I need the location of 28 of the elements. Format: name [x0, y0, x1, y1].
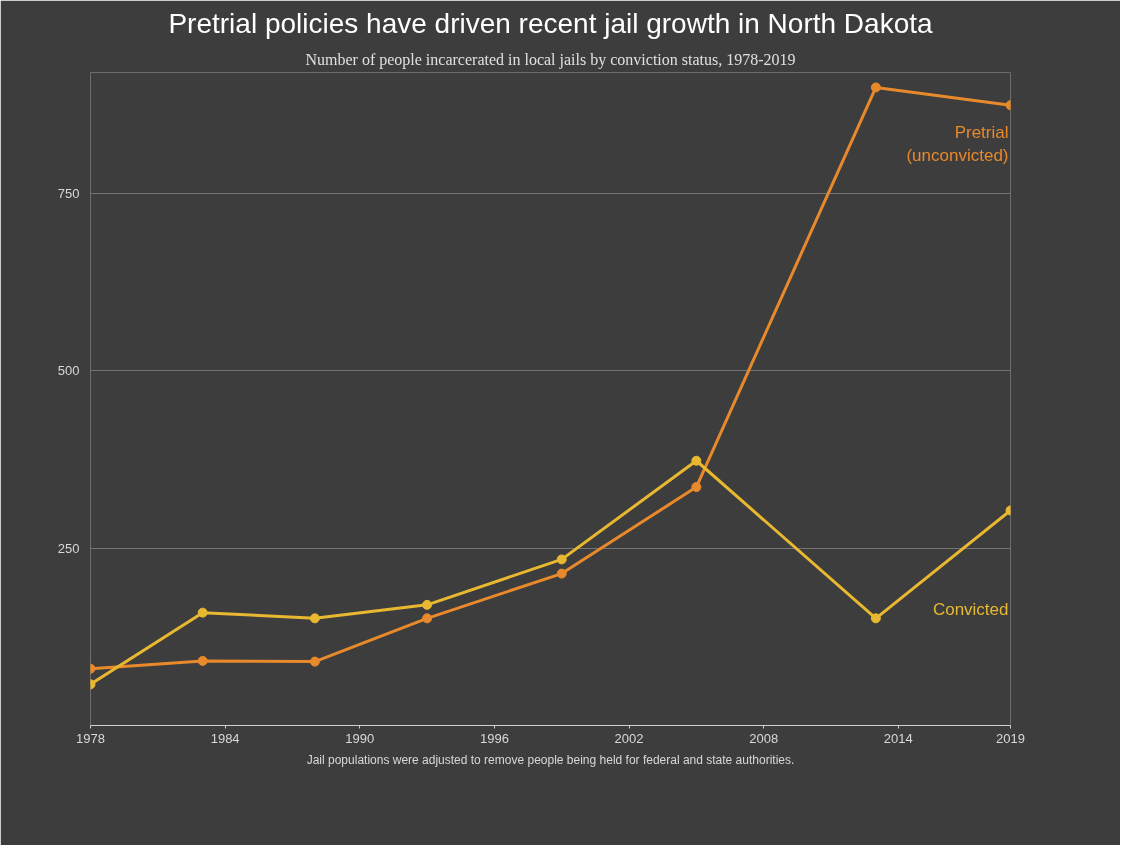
point: [870, 82, 881, 93]
x-tick-label: 1990: [345, 730, 375, 746]
x-tick-label: 2002: [614, 730, 644, 746]
point: [556, 568, 567, 579]
point: [422, 613, 433, 624]
point: [691, 482, 702, 492]
series-label: Pretrial (unconvicted): [906, 123, 1009, 165]
point: [197, 607, 208, 618]
y-tick-label: 250: [57, 540, 80, 556]
point: [556, 554, 567, 565]
x-tick-label: 2014: [883, 730, 913, 746]
point: [309, 656, 320, 667]
x-tick-label: 1984: [210, 730, 240, 746]
point: [870, 613, 881, 624]
chart-title: Pretrial policies have driven recent jail growth in North Dakota: [168, 7, 933, 39]
series-label: Convicted: [932, 600, 1009, 620]
x-tick-label: 2008: [749, 730, 779, 746]
point: [691, 455, 702, 466]
text: Jail populations were adjusted to remove people being held for federal and state authorities.: [306, 752, 795, 767]
y-tick-label: 750: [57, 185, 80, 201]
point: [197, 655, 208, 666]
point: [422, 599, 433, 610]
y-tick-label: 500: [57, 363, 80, 379]
x-tick-label: 2019: [996, 730, 1025, 746]
point: [309, 613, 320, 624]
x-tick-label: 1978: [76, 730, 105, 746]
chart-subtitle: Number of people incarcerated in local jails by conviction status, 1978-2019: [305, 50, 796, 69]
x-tick-label: 1996: [479, 730, 509, 746]
